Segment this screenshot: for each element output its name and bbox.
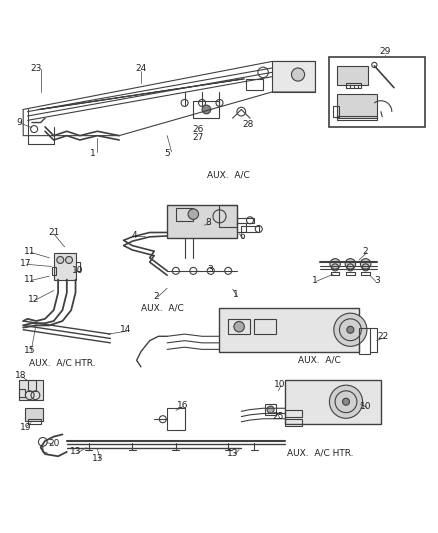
Text: AUX.  A/C: AUX. A/C [298,356,340,365]
Circle shape [201,105,210,114]
Text: 12: 12 [28,295,40,304]
Text: 29: 29 [379,47,390,56]
Text: 13: 13 [70,447,81,456]
Text: 11: 11 [24,247,35,256]
Bar [193,101,219,118]
Circle shape [57,256,64,263]
Bar [336,94,376,118]
Text: 10: 10 [359,401,371,410]
Text: 14: 14 [120,325,131,334]
Text: 3: 3 [207,265,212,274]
Bar [245,79,262,90]
Bar [167,205,237,238]
Text: 2: 2 [153,292,159,301]
Text: 3: 3 [374,276,379,285]
Text: AUX.  A/C HTR.: AUX. A/C HTR. [286,449,352,458]
Circle shape [342,398,349,405]
Text: 18: 18 [15,371,27,380]
Text: AUX.  A/C HTR.: AUX. A/C HTR. [29,359,95,368]
Text: 19: 19 [20,423,31,432]
Text: 20: 20 [48,439,59,448]
Text: 9: 9 [16,118,21,127]
Bar [25,408,43,422]
Circle shape [291,68,304,81]
Bar [345,83,360,87]
Bar [271,61,315,92]
Text: 1: 1 [90,149,95,158]
Text: 24: 24 [135,63,146,72]
Bar [176,208,193,221]
Circle shape [346,326,353,333]
Text: 17: 17 [20,259,31,268]
Bar [28,419,41,424]
Text: 27: 27 [191,133,203,142]
Circle shape [328,385,362,418]
Text: 13: 13 [226,449,238,458]
Text: 4: 4 [131,231,137,240]
Text: 16: 16 [176,401,188,410]
Text: 11: 11 [24,275,35,284]
Circle shape [360,259,370,269]
Text: 28: 28 [242,120,253,129]
Text: 10: 10 [72,266,83,276]
Text: 13: 13 [92,454,103,463]
Bar [237,223,245,232]
Bar [241,227,258,232]
Text: 15: 15 [24,346,35,355]
Bar [28,380,36,391]
Text: 25: 25 [272,413,283,422]
Text: 23: 23 [31,63,42,72]
Circle shape [233,321,244,332]
Bar [284,419,302,426]
Bar [332,106,339,117]
Bar [237,217,254,223]
Bar [167,408,184,430]
Circle shape [187,209,198,220]
Text: 1: 1 [311,276,317,285]
Bar [284,410,302,417]
Circle shape [329,259,339,269]
Circle shape [333,313,366,346]
Bar [219,308,358,352]
Bar [284,380,380,424]
Bar [53,253,75,280]
Bar [51,266,56,275]
Bar [328,57,424,127]
Text: 21: 21 [48,228,59,237]
Circle shape [344,259,355,269]
Text: 5: 5 [164,149,170,158]
Text: 6: 6 [239,232,244,241]
Text: 1: 1 [232,290,238,300]
Text: AUX.  A/C: AUX. A/C [206,171,249,180]
Bar [19,389,25,398]
Bar [336,116,376,120]
Bar [219,205,237,227]
Bar [358,328,369,354]
Bar [265,404,276,415]
Text: 8: 8 [205,219,211,228]
Bar [19,380,43,400]
Circle shape [266,406,273,413]
Text: AUX.  A/C: AUX. A/C [141,303,184,312]
Bar [254,319,276,334]
Bar [75,262,80,271]
Circle shape [65,256,72,263]
Text: 2: 2 [362,247,367,256]
Text: 22: 22 [377,332,388,341]
Text: 26: 26 [191,125,203,134]
Bar [336,66,367,85]
Bar [228,319,250,334]
Text: 10: 10 [273,380,285,389]
